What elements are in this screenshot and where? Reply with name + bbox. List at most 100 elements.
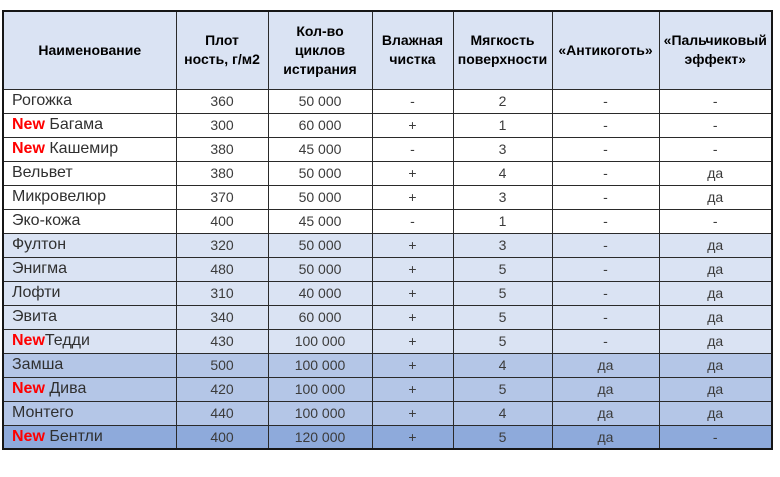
anticlaw-cell: - [551, 328, 660, 354]
cycles-cell: 60 000 [267, 304, 373, 330]
anticlaw-cell: - [551, 88, 660, 114]
cycles-cell: 100 000 [267, 376, 373, 402]
finger-effect-cell: - [658, 208, 773, 234]
fabric-name: Бентли [49, 427, 103, 445]
fabric-name-cell: New Дива [2, 376, 177, 402]
softness-cell: 4 [452, 352, 553, 378]
softness-cell: 5 [452, 304, 553, 330]
density-cell: 340 [175, 304, 269, 330]
wet-cleaning-cell: - [371, 208, 454, 234]
finger-effect-cell: да [658, 304, 773, 330]
fabric-name-cell: Эвита [2, 304, 177, 330]
table-row: Лофти 310 40 000 + 5 - да [2, 280, 773, 306]
fabric-name-cell: Фултон [2, 232, 177, 258]
finger-effect-cell: да [658, 160, 773, 186]
new-badge: New [12, 332, 45, 349]
fabric-name: Дива [49, 380, 87, 397]
softness-cell: 5 [452, 328, 553, 354]
wet-cleaning-cell: + [371, 232, 454, 258]
wet-cleaning-cell: + [371, 160, 454, 186]
fabric-name-cell: Лофти [2, 280, 177, 306]
anticlaw-cell: - [551, 136, 660, 162]
cycles-cell: 120 000 [267, 424, 373, 450]
softness-cell: 1 [452, 208, 553, 234]
new-badge: New [12, 380, 50, 397]
anticlaw-cell: да [551, 424, 660, 450]
anticlaw-cell: да [551, 352, 660, 378]
fabric-name: Багама [49, 116, 104, 133]
fabric-name: Фултон [12, 236, 67, 253]
wet-cleaning-cell: + [371, 376, 454, 402]
fabric-name-cell: New Бентли [2, 424, 177, 450]
col-header-softness: Мягкость поверхности [452, 10, 553, 90]
density-cell: 380 [175, 160, 269, 186]
table-row: Фултон 320 50 000 + 3 - да [2, 232, 773, 258]
finger-effect-cell: да [658, 352, 773, 378]
anticlaw-cell: - [551, 256, 660, 282]
col-header-wet-cleaning: Влажная чистка [371, 10, 454, 90]
softness-cell: 2 [452, 88, 553, 114]
table-row: Эвита 340 60 000 + 5 - да [2, 304, 773, 330]
table-header: Наименование Плот ность, г/м2 Кол-во цик… [2, 10, 773, 90]
col-header-finger-effect: «Пальчиковый эффект» [658, 10, 773, 90]
cycles-cell: 60 000 [267, 112, 373, 138]
softness-cell: 4 [452, 400, 553, 426]
fabric-name-cell: Замша [2, 352, 177, 378]
fabric-name: Эвита [12, 308, 57, 325]
fabric-name: Кашемир [49, 140, 119, 157]
wet-cleaning-cell: + [371, 280, 454, 306]
header-row: Наименование Плот ность, г/м2 Кол-во цик… [2, 10, 773, 90]
fabric-name: Рогожка [12, 92, 73, 109]
fabric-comparison-table: Наименование Плот ность, г/м2 Кол-во цик… [2, 10, 773, 450]
anticlaw-cell: - [551, 232, 660, 258]
table-row: New Багама 300 60 000 + 1 - - [2, 112, 773, 138]
finger-effect-cell: да [658, 184, 773, 210]
fabric-name-cell: New Багама [2, 112, 177, 138]
cycles-cell: 100 000 [267, 352, 373, 378]
cycles-cell: 50 000 [267, 232, 373, 258]
softness-cell: 5 [452, 256, 553, 282]
fabric-name: Эко-кожа [12, 212, 81, 229]
cycles-cell: 45 000 [267, 208, 373, 234]
table-row: Монтего 440 100 000 + 4 да да [2, 400, 773, 426]
fabric-name-cell: Рогожка [2, 88, 177, 114]
fabric-name: Замша [12, 356, 64, 373]
wet-cleaning-cell: + [371, 304, 454, 330]
anticlaw-cell: да [551, 400, 660, 426]
wet-cleaning-cell: + [371, 400, 454, 426]
density-cell: 420 [175, 376, 269, 402]
table-row: Микровелюр 370 50 000 + 3 - да [2, 184, 773, 210]
table-row: New Дива 420 100 000 + 5 да да [2, 376, 773, 402]
finger-effect-cell: - [658, 88, 773, 114]
table-row: New Кашемир 380 45 000 - 3 - - [2, 136, 773, 162]
fabric-name-cell: Микровелюр [2, 184, 177, 210]
cycles-cell: 50 000 [267, 184, 373, 210]
softness-cell: 3 [452, 136, 553, 162]
fabric-name-cell: Эко-кожа [2, 208, 177, 234]
density-cell: 320 [175, 232, 269, 258]
fabric-name: Микровелюр [12, 188, 106, 205]
cycles-cell: 50 000 [267, 160, 373, 186]
finger-effect-cell: да [658, 280, 773, 306]
density-cell: 400 [175, 424, 269, 450]
cycles-cell: 100 000 [267, 400, 373, 426]
col-header-name: Наименование [2, 10, 177, 90]
wet-cleaning-cell: + [371, 352, 454, 378]
col-header-anticlaw: «Антикоготь» [551, 10, 660, 90]
finger-effect-cell: да [658, 232, 773, 258]
density-cell: 440 [175, 400, 269, 426]
density-cell: 430 [175, 328, 269, 354]
cycles-cell: 45 000 [267, 136, 373, 162]
density-cell: 500 [175, 352, 269, 378]
fabric-name-cell: Вельвет [2, 160, 177, 186]
col-header-density: Плот ность, г/м2 [175, 10, 269, 90]
density-cell: 400 [175, 208, 269, 234]
fabric-name: Лофти [12, 284, 61, 301]
new-badge: New [12, 116, 50, 133]
col-header-cycles: Кол-во циклов истирания [267, 10, 373, 90]
fabric-name: Монтего [12, 404, 74, 421]
finger-effect-cell: да [658, 328, 773, 354]
density-cell: 310 [175, 280, 269, 306]
fabric-name: Энигма [12, 260, 68, 277]
